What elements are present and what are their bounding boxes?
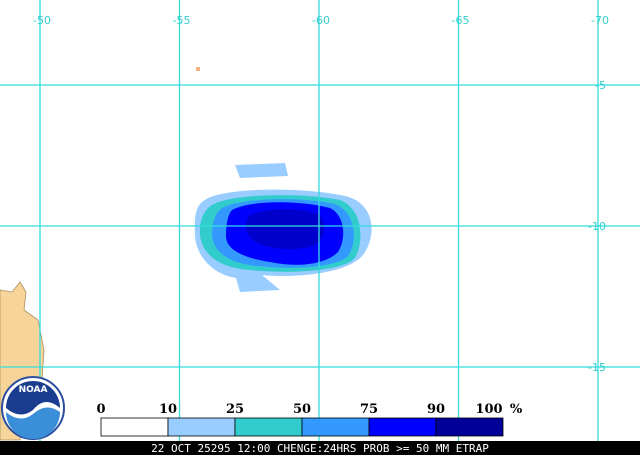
logo-text: NOAA <box>19 385 48 395</box>
lon-label: -50 <box>33 14 51 27</box>
speck <box>196 67 200 71</box>
legend-tick: 90 <box>427 402 445 417</box>
legend-unit: % <box>510 402 523 417</box>
lat-label: -5 <box>595 79 606 92</box>
lon-label: -60 <box>312 14 330 27</box>
lat-label: -10 <box>588 220 606 233</box>
logo: NOAA <box>1 376 65 440</box>
caption-bar <box>0 441 640 455</box>
graticule: -50 -55 -60 -65 -70 -5 -10 -15 <box>0 0 640 441</box>
legend-tick: 25 <box>226 402 244 417</box>
lon-label: -70 <box>591 14 609 27</box>
logo-bottom <box>6 407 60 439</box>
legend-swatch <box>167 417 236 437</box>
caption: 22 OCT 25295 12:00 CHENGE:24HRS PROB >= … <box>151 442 489 455</box>
legend-swatch <box>100 417 169 437</box>
precip-area <box>235 163 288 178</box>
legend-swatch <box>301 417 370 437</box>
logo-top <box>6 381 60 415</box>
legend-tick: 75 <box>360 402 378 417</box>
precip-field <box>0 67 372 441</box>
legend-tick: 100 <box>475 402 502 417</box>
lat-label: -15 <box>588 361 606 374</box>
legend: 0 10 25 50 75 90 100% <box>96 402 523 437</box>
legend-swatch <box>435 417 504 437</box>
legend-tick: 0 <box>96 402 105 417</box>
legend-swatch <box>368 417 437 437</box>
legend-swatch <box>234 417 303 437</box>
precip-area <box>245 209 325 250</box>
legend-tick: 50 <box>293 402 311 417</box>
lon-label: -65 <box>452 14 470 27</box>
lon-label: -55 <box>173 14 191 27</box>
legend-tick: 10 <box>159 402 177 417</box>
